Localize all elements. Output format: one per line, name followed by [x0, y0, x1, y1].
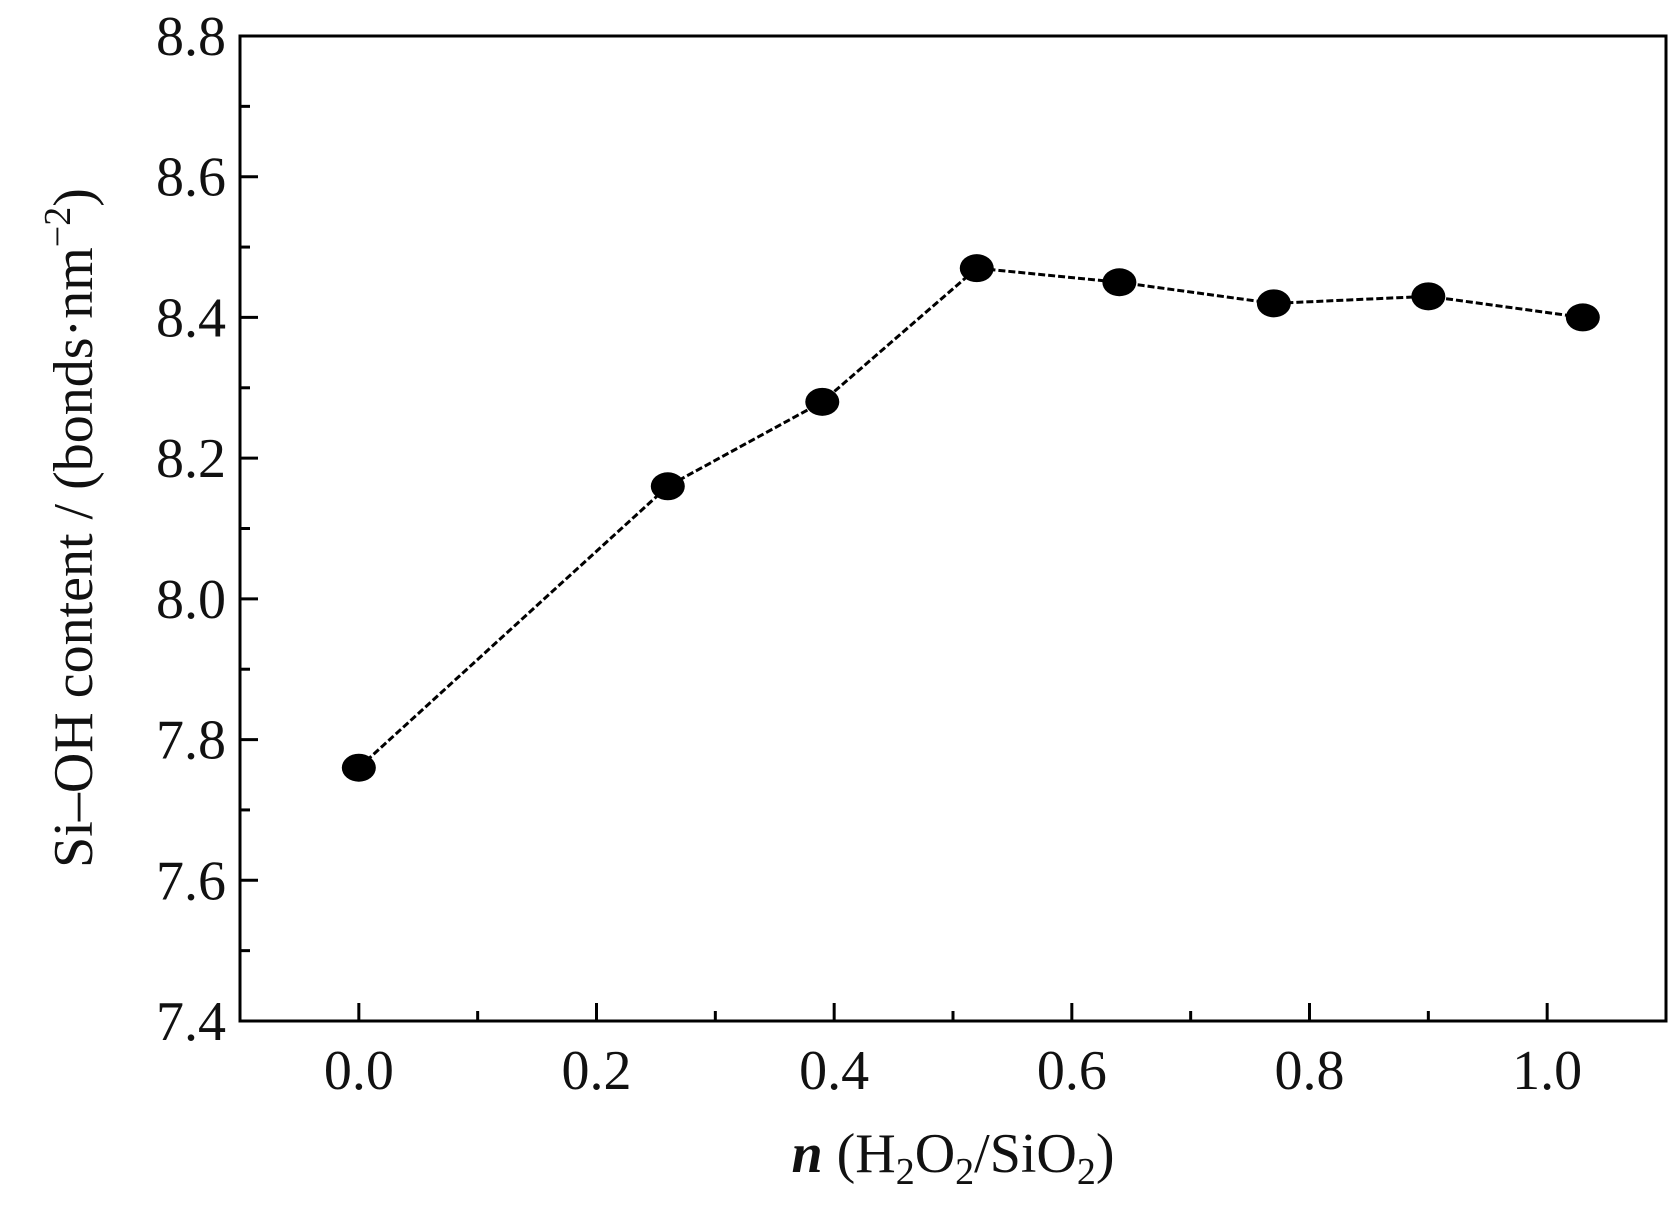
y-tick-label: 8.4	[156, 287, 226, 349]
x-axis-part: /SiO	[974, 1123, 1077, 1185]
x-axis-subscript: 2	[896, 1151, 915, 1193]
y-tick-label: 8.6	[156, 147, 226, 209]
data-point	[1256, 289, 1291, 318]
y-axis-main: Si–OH content / (bonds·nm	[43, 247, 105, 868]
y-tick-label: 8.0	[156, 569, 226, 631]
x-axis-part: O	[915, 1123, 955, 1185]
y-axis-superscript: −2	[37, 207, 79, 247]
x-tick-label: 0.8	[1275, 1040, 1345, 1102]
x-tick-label: 0.0	[324, 1040, 394, 1102]
plot-frame	[238, 34, 1668, 1023]
x-axis-part: (H	[823, 1123, 896, 1185]
y-axis-close: )	[43, 188, 105, 207]
y-tick-label: 7.4	[156, 991, 226, 1053]
data-point	[959, 254, 994, 283]
x-axis-subscript: 2	[1077, 1151, 1096, 1193]
x-axis-subscript: 2	[955, 1151, 974, 1193]
y-tick-label: 7.6	[156, 850, 226, 912]
data-point	[1102, 268, 1137, 297]
y-axis: 7.4 7.6 7.8 8.0 8.2 8.4 8.6 8.8	[156, 6, 258, 1053]
x-tick-label: 0.4	[799, 1040, 869, 1102]
series-layer	[341, 254, 1600, 782]
data-point	[805, 387, 840, 416]
y-tick-label: 8.8	[156, 6, 226, 68]
x-axis-symbol: n	[791, 1123, 822, 1185]
data-point	[650, 472, 685, 501]
data-point	[1565, 303, 1600, 332]
x-axis-part: )	[1096, 1123, 1115, 1185]
x-tick-label: 1.0	[1512, 1040, 1582, 1102]
x-tick-label: 0.6	[1037, 1040, 1107, 1102]
y-tick-label: 7.8	[156, 710, 226, 772]
x-axis: 0.0 0.2 0.4 0.6 0.8 1.0	[324, 1003, 1582, 1102]
data-point	[1411, 282, 1446, 311]
series-line	[357, 266, 1584, 769]
x-axis-title: n (H2O2/SiO2)	[791, 1123, 1114, 1193]
y-axis-title: Si–OH content / (bonds·nm−2)	[37, 188, 105, 868]
y-tick-label: 8.2	[156, 428, 226, 490]
data-point	[341, 753, 376, 782]
x-tick-label: 0.2	[562, 1040, 632, 1102]
